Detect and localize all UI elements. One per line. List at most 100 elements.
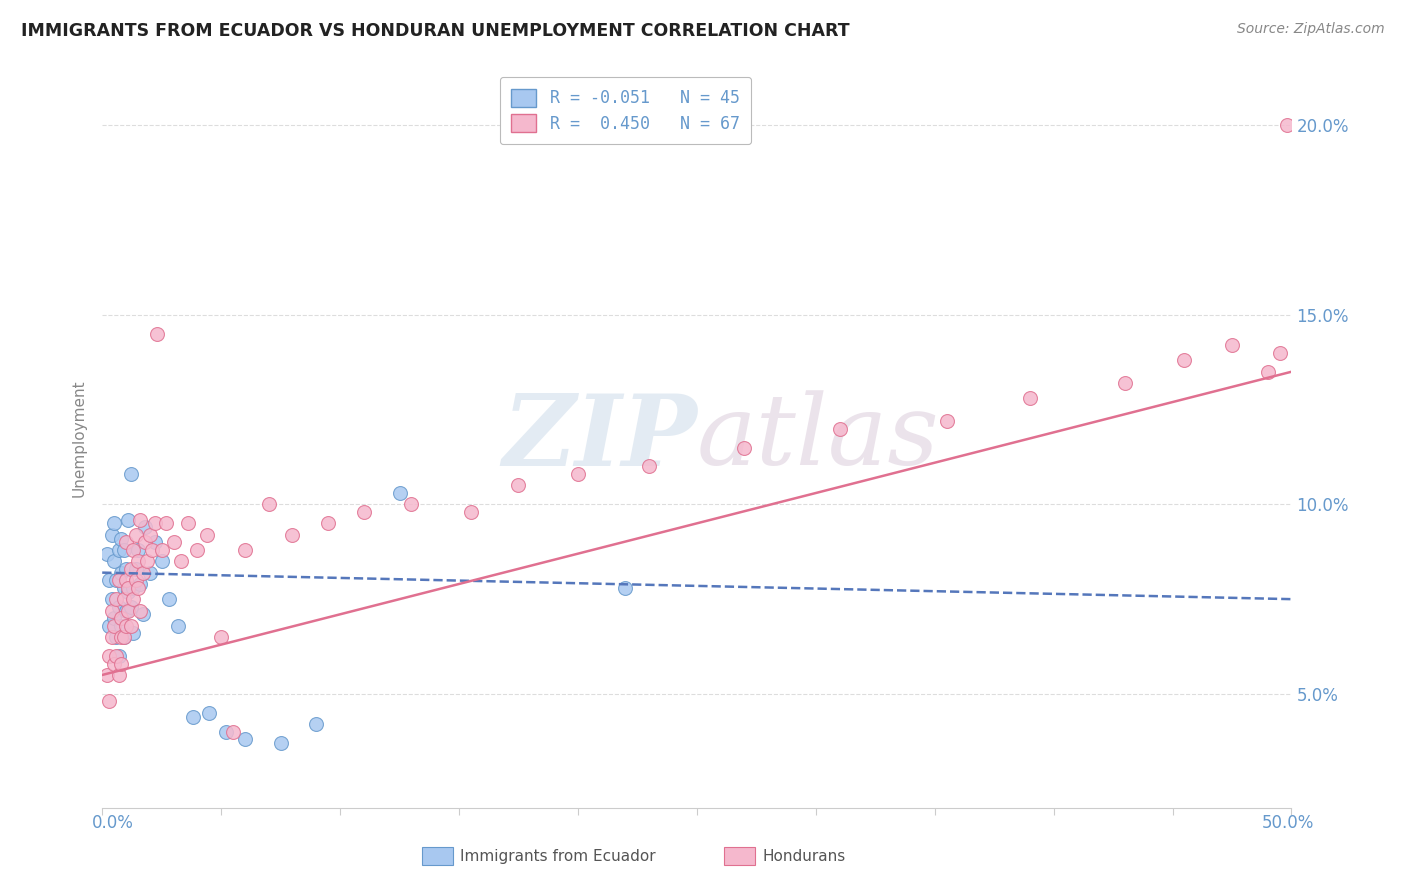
Point xyxy=(112,581,135,595)
Point xyxy=(162,535,184,549)
Point xyxy=(157,592,180,607)
Point xyxy=(124,573,146,587)
Text: IMMIGRANTS FROM ECUADOR VS HONDURAN UNEMPLOYMENT CORRELATION CHART: IMMIGRANTS FROM ECUADOR VS HONDURAN UNEM… xyxy=(21,22,849,40)
Point xyxy=(100,630,122,644)
Point xyxy=(108,599,131,614)
Point xyxy=(100,592,122,607)
Point xyxy=(98,618,121,632)
Point xyxy=(233,732,256,747)
Point xyxy=(124,562,146,576)
Point xyxy=(112,542,135,557)
Point xyxy=(139,566,162,580)
Point xyxy=(1257,365,1279,379)
Text: atlas: atlas xyxy=(697,391,939,486)
Point xyxy=(129,603,152,617)
Text: ZIP: ZIP xyxy=(502,390,697,486)
Point xyxy=(122,626,145,640)
Point xyxy=(127,554,149,568)
Point xyxy=(127,581,149,595)
Point xyxy=(1220,338,1243,352)
Point xyxy=(460,505,482,519)
Point xyxy=(98,573,121,587)
Point xyxy=(110,657,132,671)
Point xyxy=(305,717,328,731)
Point xyxy=(124,527,146,541)
Point xyxy=(117,584,139,599)
Point xyxy=(100,527,122,541)
Point xyxy=(131,607,153,622)
Point xyxy=(222,724,245,739)
Point xyxy=(96,668,118,682)
Point xyxy=(129,577,152,591)
Point xyxy=(401,497,423,511)
Point xyxy=(733,441,755,455)
Point xyxy=(120,562,142,576)
Point xyxy=(112,630,135,644)
Point xyxy=(108,648,131,663)
Point xyxy=(388,486,411,500)
Point xyxy=(935,414,957,428)
Point xyxy=(233,542,256,557)
Point xyxy=(1268,346,1291,360)
Point xyxy=(170,554,193,568)
Point xyxy=(139,527,162,541)
Point xyxy=(136,554,159,568)
Point xyxy=(103,618,125,632)
Point xyxy=(115,603,138,617)
Point xyxy=(117,581,139,595)
Point xyxy=(108,542,131,557)
Point xyxy=(105,592,128,607)
Point xyxy=(129,512,152,526)
Point xyxy=(110,618,132,632)
Text: 0.0%: 0.0% xyxy=(91,814,134,831)
Point xyxy=(1018,391,1040,405)
Point xyxy=(1173,353,1195,368)
Point xyxy=(122,592,145,607)
Point xyxy=(117,512,139,526)
Point xyxy=(638,459,661,474)
Point xyxy=(96,547,118,561)
Point xyxy=(146,326,169,341)
Text: Immigrants from Ecuador: Immigrants from Ecuador xyxy=(460,849,655,863)
Point xyxy=(108,668,131,682)
Point xyxy=(181,709,204,723)
Point xyxy=(120,599,142,614)
Point xyxy=(567,467,589,481)
Point xyxy=(122,581,145,595)
Point xyxy=(215,724,238,739)
Point xyxy=(1114,376,1136,390)
Point xyxy=(110,532,132,546)
Point xyxy=(177,516,200,531)
Point xyxy=(112,592,135,607)
Point xyxy=(103,611,125,625)
Point xyxy=(108,573,131,587)
Text: 50.0%: 50.0% xyxy=(1263,814,1315,831)
Point xyxy=(103,657,125,671)
Point xyxy=(353,505,375,519)
Point xyxy=(103,516,125,531)
Point xyxy=(115,618,138,632)
Point xyxy=(1275,119,1298,133)
Point xyxy=(143,535,166,549)
Point xyxy=(281,527,304,541)
Point xyxy=(110,566,132,580)
Point xyxy=(98,648,121,663)
Point xyxy=(167,618,190,632)
Point xyxy=(195,527,218,541)
Point xyxy=(828,421,851,435)
Point xyxy=(257,497,280,511)
Point xyxy=(150,554,173,568)
Point xyxy=(110,611,132,625)
Point xyxy=(122,542,145,557)
Text: Source: ZipAtlas.com: Source: ZipAtlas.com xyxy=(1237,22,1385,37)
Point xyxy=(131,566,153,580)
Text: Hondurans: Hondurans xyxy=(762,849,845,863)
Point xyxy=(112,630,135,644)
Point xyxy=(103,554,125,568)
Point xyxy=(141,542,163,557)
Point xyxy=(105,573,128,587)
Y-axis label: Unemployment: Unemployment xyxy=(72,379,86,497)
Point xyxy=(150,542,173,557)
Point xyxy=(155,516,177,531)
Point xyxy=(143,516,166,531)
